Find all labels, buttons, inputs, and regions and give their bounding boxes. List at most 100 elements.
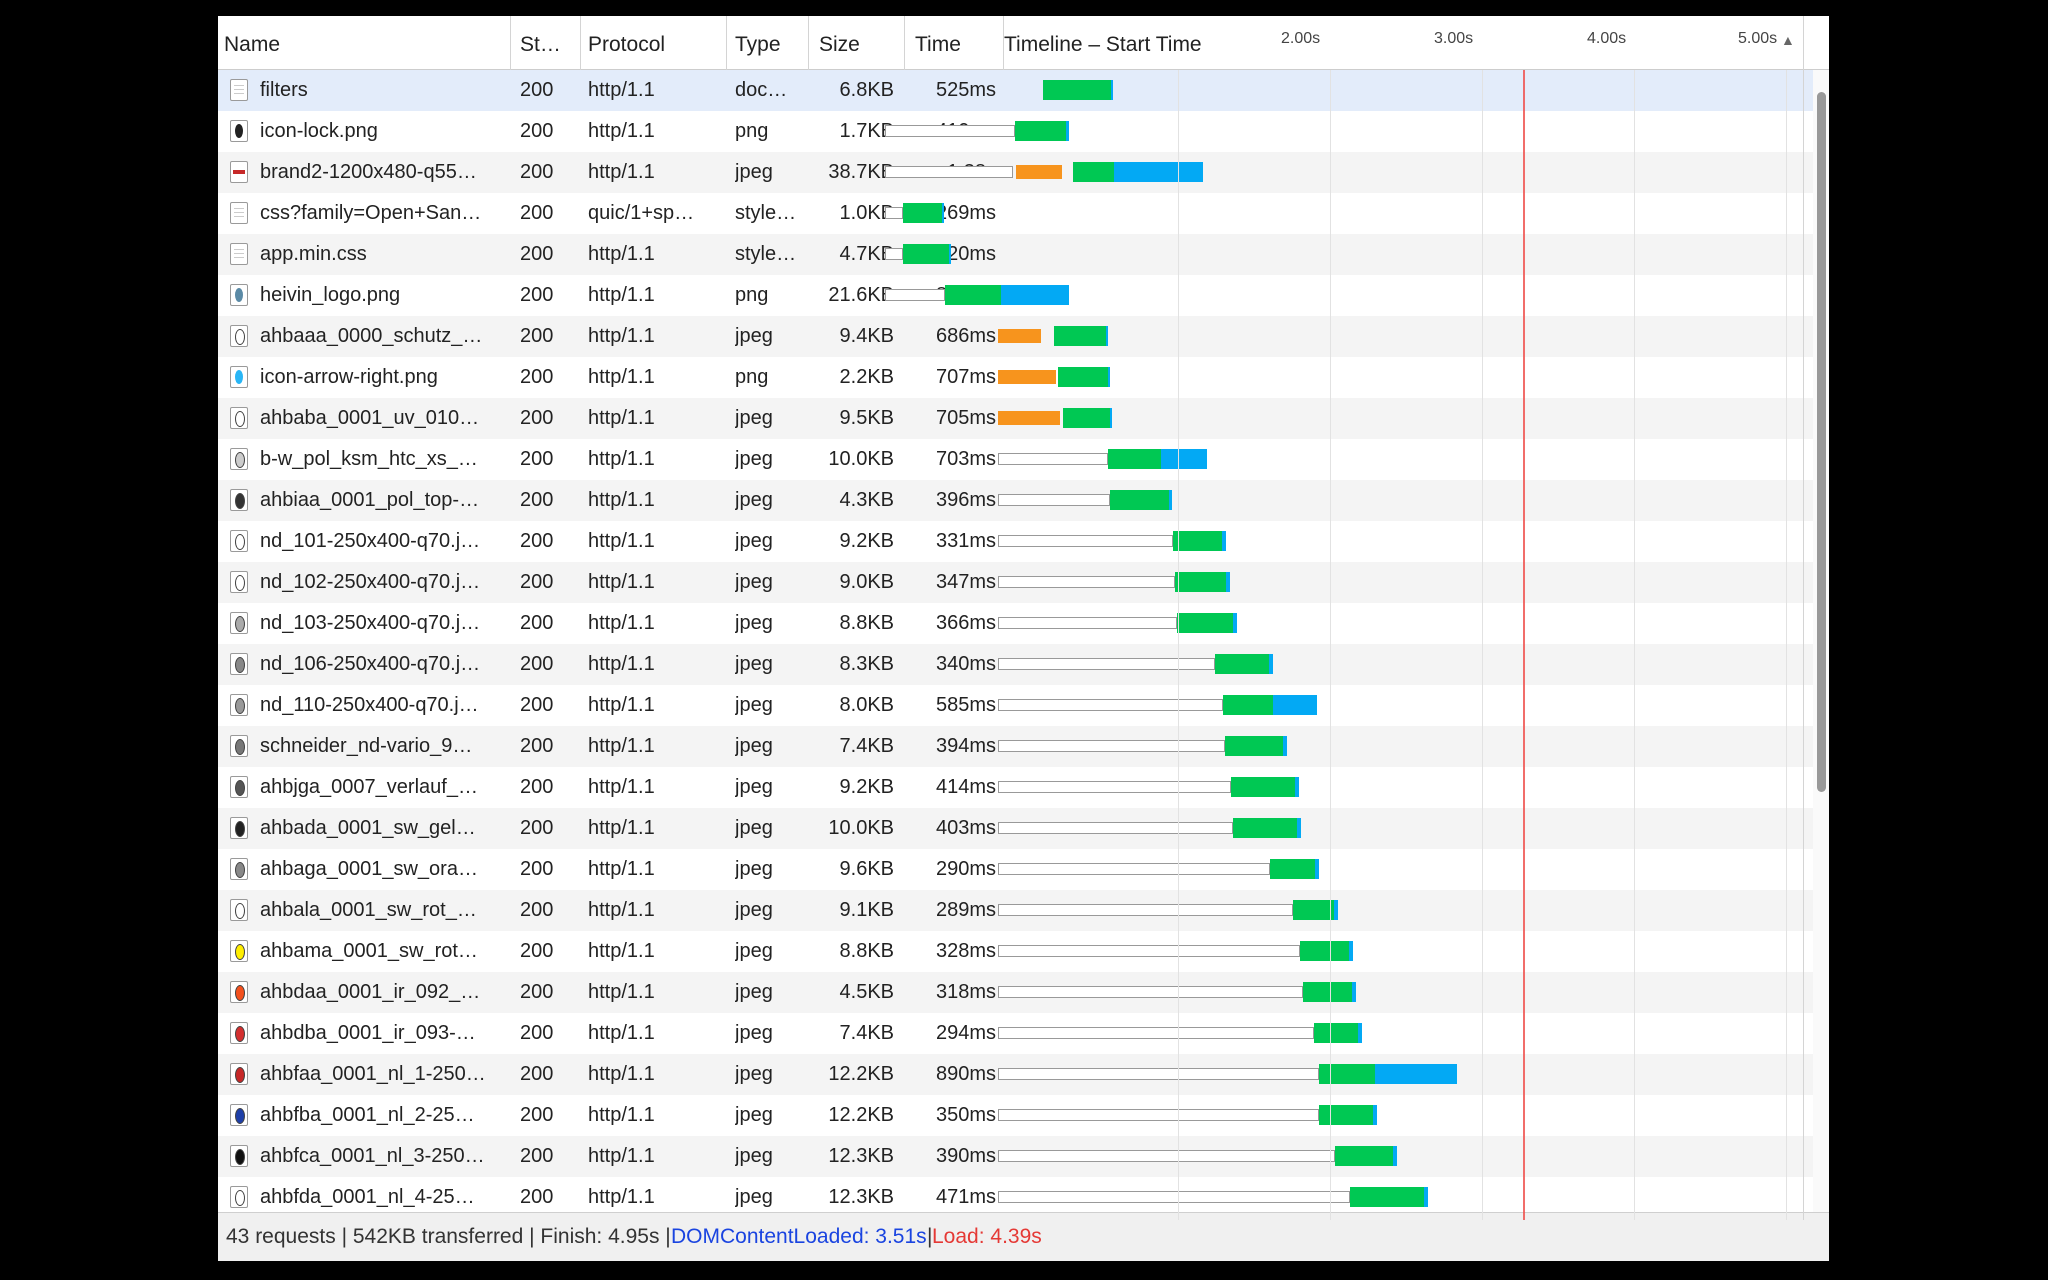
- timeline-queue-bar: [998, 904, 1293, 916]
- timeline-tick: 3.00s: [1434, 30, 1474, 47]
- cell-name: ahbiaa_0001_pol_top-…: [260, 489, 480, 511]
- cell-status: 200: [520, 776, 554, 798]
- sort-ascending-icon[interactable]: ▲: [1781, 32, 1795, 48]
- table-row[interactable]: b-w_pol_ksm_htc_xs_… 200 http/1.1 jpeg 10.0K…: [218, 439, 1813, 480]
- table-row[interactable]: nd_110-250x400-q70.j… 200 http/1.1 jpeg 8.0K…: [218, 685, 1813, 726]
- table-row[interactable]: ahbaaa_0000_schutz_… 200 http/1.1 jpeg 9.4KB…: [218, 316, 1813, 357]
- cell-name: ahbfba_0001_nl_2-25…: [260, 1104, 475, 1126]
- table-row[interactable]: filters 200 http/1.1 doc… 6.8KB 525ms: [218, 70, 1813, 111]
- cell-type: jpeg: [735, 1063, 773, 1085]
- timeline-waiting-bar: [1300, 941, 1349, 961]
- table-row[interactable]: css?family=Open+San… 200 quic/1+sp… style… 1…: [218, 193, 1813, 234]
- cell-time: 403ms: [935, 817, 996, 839]
- timeline-waiting-bar: [1319, 1064, 1375, 1084]
- cell-name: ahbjga_0007_verlauf_…: [260, 776, 478, 798]
- column-header-type[interactable]: Type: [735, 33, 781, 56]
- table-row[interactable]: ahbaba_0001_uv_010… 200 http/1.1 jpeg 9.5KB 7…: [218, 398, 1813, 439]
- cell-type: jpeg: [735, 530, 773, 552]
- timeline-download-bar: [1283, 736, 1287, 756]
- cell-time: 707ms: [935, 366, 996, 388]
- cell-type: jpeg: [735, 1104, 773, 1126]
- column-divider[interactable]: [808, 16, 809, 70]
- vertical-scrollbar[interactable]: [1813, 70, 1829, 1220]
- lens-image-icon: [230, 489, 248, 511]
- table-row[interactable]: ahbiaa_0001_pol_top-… 200 http/1.1 jpeg 4.3K…: [218, 480, 1813, 521]
- table-row[interactable]: brand2-1200x480-q55… 200 http/1.1 jpeg 38.7K…: [218, 152, 1813, 193]
- document-icon: [230, 202, 248, 224]
- table-row[interactable]: nd_102-250x400-q70.j… 200 http/1.1 jpeg 9.0K…: [218, 562, 1813, 603]
- timeline-tick: 5.00s: [1738, 30, 1778, 47]
- scrollbar-thumb[interactable]: [1817, 92, 1826, 792]
- cell-time: 705ms: [935, 407, 996, 429]
- timeline-waiting-bar: [1175, 572, 1226, 592]
- timeline-queue-bar: [998, 781, 1231, 793]
- lens-image-icon: [230, 1022, 248, 1044]
- cell-size: 38.7KB: [828, 161, 894, 183]
- column-header-size[interactable]: Size: [819, 33, 860, 56]
- column-header-status[interactable]: St…: [520, 33, 561, 56]
- timeline-gridline: [1178, 70, 1179, 1220]
- cell-type: jpeg: [735, 694, 773, 716]
- cell-status: 200: [520, 530, 554, 552]
- cell-status: 200: [520, 940, 554, 962]
- column-divider[interactable]: [904, 16, 905, 70]
- timeline-download-bar: [1358, 1023, 1362, 1043]
- timeline-waiting-bar: [1054, 326, 1106, 346]
- column-header-time[interactable]: Time: [915, 33, 961, 56]
- cell-size: 1.7KB: [839, 120, 894, 142]
- timeline-download-bar: [1066, 121, 1069, 141]
- column-divider[interactable]: [1003, 16, 1004, 70]
- cell-size: 10.0KB: [828, 448, 894, 470]
- table-row[interactable]: ahbdba_0001_ir_093-… 200 http/1.1 jpeg 7.4KB…: [218, 1013, 1813, 1054]
- table-row[interactable]: schneider_nd-vario_9… 200 http/1.1 jpeg 7.4K…: [218, 726, 1813, 767]
- table-row[interactable]: ahbfaa_0001_nl_1-250… 200 http/1.1 jpeg 12.2…: [218, 1054, 1813, 1095]
- cell-size: 9.5KB: [839, 407, 894, 429]
- cell-time: 366ms: [935, 612, 996, 634]
- column-divider[interactable]: [726, 16, 727, 70]
- column-header-name[interactable]: Name: [224, 33, 281, 56]
- column-divider[interactable]: [510, 16, 511, 70]
- timeline-waiting-bar: [1233, 818, 1297, 838]
- cell-protocol: http/1.1: [588, 858, 655, 880]
- table-row[interactable]: ahbfda_0001_nl_4-25… 200 http/1.1 jpeg 12.3K…: [218, 1177, 1813, 1218]
- cell-name: heivin_logo.png: [260, 284, 401, 306]
- table-row[interactable]: ahbama_0001_sw_rot… 200 http/1.1 jpeg 8.8KB 3…: [218, 931, 1813, 972]
- cell-time: 340ms: [935, 653, 996, 675]
- table-row[interactable]: ahbada_0001_sw_gel… 200 http/1.1 jpeg 10.0KB…: [218, 808, 1813, 849]
- timeline-waiting-bar: [1108, 449, 1161, 469]
- table-row[interactable]: nd_101-250x400-q70.j… 200 http/1.1 jpeg 9.2K…: [218, 521, 1813, 562]
- table-row[interactable]: ahbfba_0001_nl_2-25… 200 http/1.1 jpeg 12.2K…: [218, 1095, 1813, 1136]
- table-row[interactable]: icon-arrow-right.png 200 http/1.1 png 2.2KB 7…: [218, 357, 1813, 398]
- cell-time: 328ms: [935, 940, 996, 962]
- table-row[interactable]: ahbjga_0007_verlauf_… 200 http/1.1 jpeg 9.2K…: [218, 767, 1813, 808]
- cell-type: jpeg: [735, 161, 773, 183]
- cell-type: jpeg: [735, 1022, 773, 1044]
- cell-time: 890ms: [935, 1063, 996, 1085]
- cell-protocol: http/1.1: [588, 243, 655, 265]
- table-row[interactable]: app.min.css 200 http/1.1 style… 4.7KB 320ms: [218, 234, 1813, 275]
- table-row[interactable]: nd_106-250x400-q70.j… 200 http/1.1 jpeg 8.3K…: [218, 644, 1813, 685]
- table-row[interactable]: ahbdaa_0001_ir_092_… 200 http/1.1 jpeg 4.5KB…: [218, 972, 1813, 1013]
- cell-type: png: [735, 366, 769, 388]
- cell-protocol: http/1.1: [588, 1145, 655, 1167]
- table-row[interactable]: nd_103-250x400-q70.j… 200 http/1.1 jpeg 8.8K…: [218, 603, 1813, 644]
- cell-time: 294ms: [935, 1022, 996, 1044]
- cell-status: 200: [520, 981, 554, 1003]
- timeline-waiting-bar: [903, 203, 942, 223]
- cell-size: 8.8KB: [839, 940, 894, 962]
- cell-protocol: http/1.1: [588, 1104, 655, 1126]
- cell-status: 200: [520, 612, 554, 634]
- column-divider[interactable]: [1803, 16, 1804, 1220]
- timeline-download-bar: [1373, 1105, 1377, 1125]
- cell-status: 200: [520, 899, 554, 921]
- table-row[interactable]: ahbaga_0001_sw_ora… 200 http/1.1 jpeg 9.6KB 2…: [218, 849, 1813, 890]
- table-row[interactable]: ahbala_0001_sw_rot_… 200 http/1.1 jpeg 9.1KB…: [218, 890, 1813, 931]
- table-row[interactable]: ahbfca_0001_nl_3-250… 200 http/1.1 jpeg 12.3…: [218, 1136, 1813, 1177]
- request-table: filters 200 http/1.1 doc… 6.8KB 525ms icon-loc…: [218, 70, 1829, 1220]
- logo-image-icon: [230, 284, 248, 306]
- column-header-timeline[interactable]: Timeline – Start Time: [1004, 33, 1202, 56]
- column-header-protocol[interactable]: Protocol: [588, 33, 666, 56]
- column-divider[interactable]: [580, 16, 581, 70]
